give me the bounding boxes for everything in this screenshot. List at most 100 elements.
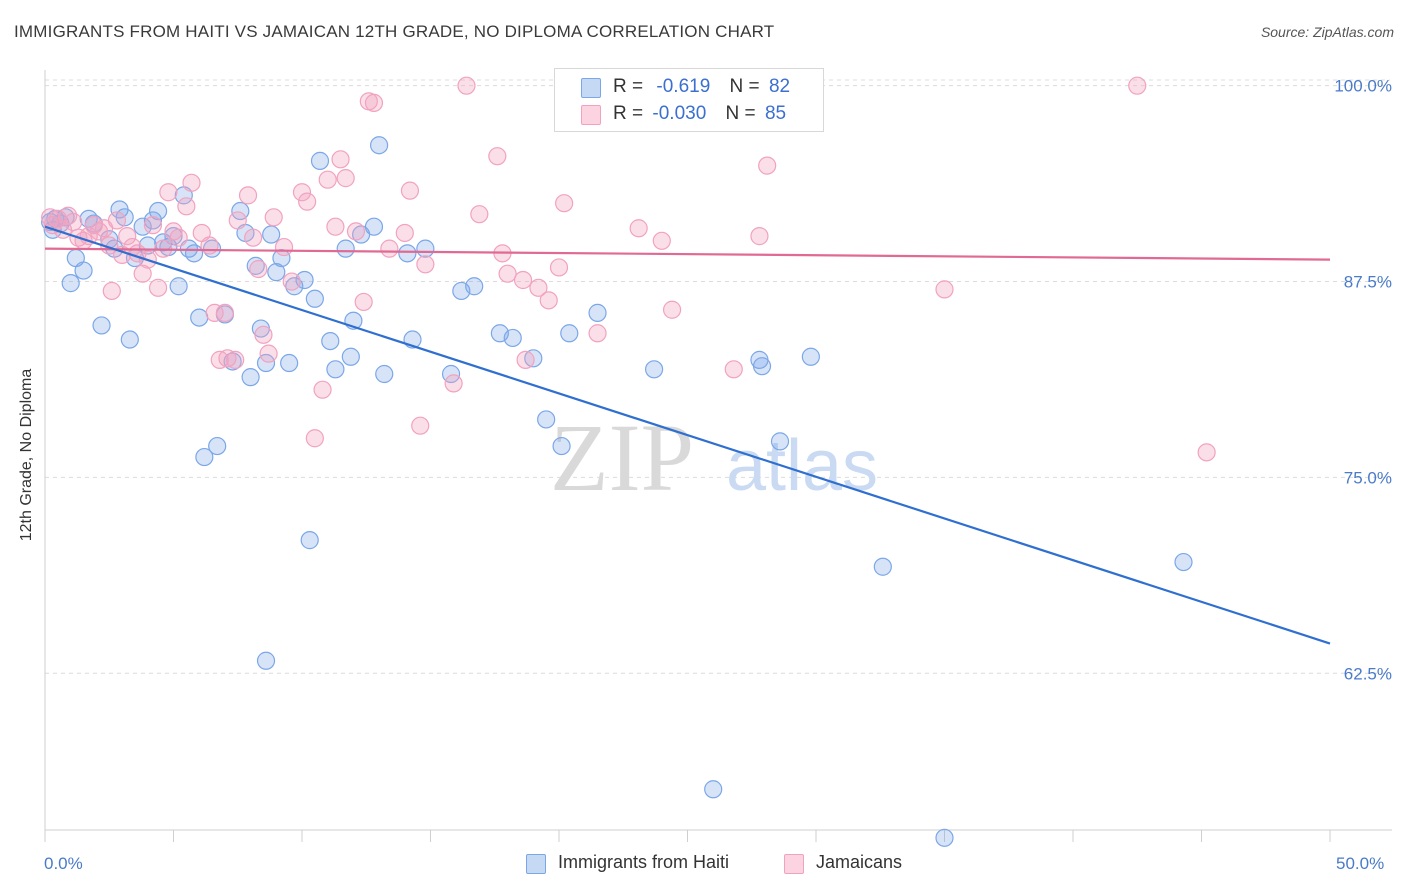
jamaica-point bbox=[169, 228, 188, 247]
source-label: Source: ZipAtlas.com bbox=[1260, 24, 1394, 40]
watermark-zip: ZIP bbox=[550, 404, 694, 511]
jamaica-point bbox=[282, 272, 301, 291]
jamaica-point bbox=[292, 183, 312, 202]
jamaica-point bbox=[254, 325, 273, 344]
jamaica-point bbox=[143, 216, 163, 235]
jamaica-legend-label: Jamaicans bbox=[816, 852, 903, 872]
haiti-point bbox=[267, 263, 286, 282]
jamaica-point bbox=[148, 278, 168, 297]
jamaica-point bbox=[758, 156, 777, 175]
haiti-point bbox=[752, 357, 772, 376]
jamaica-point bbox=[364, 93, 384, 113]
jamaica-point bbox=[750, 227, 769, 246]
jamaica-point bbox=[652, 231, 671, 250]
jamaica-point bbox=[159, 183, 178, 202]
jamaica-points bbox=[41, 76, 1216, 462]
haiti-legend-label: Immigrants from Haiti bbox=[558, 852, 730, 872]
haiti-legend-swatch bbox=[526, 854, 546, 874]
haiti-point bbox=[552, 436, 571, 456]
haiti-point bbox=[465, 277, 484, 296]
trend-lines bbox=[44, 225, 1331, 645]
haiti-point bbox=[588, 303, 607, 322]
haiti-point bbox=[310, 151, 330, 170]
haiti-point bbox=[326, 360, 345, 379]
y-tick-label: 75.0% bbox=[1344, 468, 1392, 487]
haiti-point bbox=[184, 244, 204, 263]
watermark-atlas: atlas bbox=[726, 426, 878, 506]
haiti-point bbox=[256, 651, 276, 670]
jamaica-point bbox=[395, 223, 414, 243]
jamaica-point bbox=[380, 239, 399, 258]
jamaica-point bbox=[555, 194, 574, 213]
jamaica-point bbox=[298, 192, 317, 211]
haiti-point bbox=[272, 248, 291, 268]
haiti-point bbox=[416, 239, 435, 258]
jamaica-point bbox=[313, 380, 332, 399]
haiti-point bbox=[61, 274, 80, 293]
haiti-point bbox=[336, 239, 355, 258]
axes bbox=[44, 70, 1392, 842]
haiti-point bbox=[143, 211, 163, 230]
haiti-point bbox=[364, 217, 384, 236]
jamaica-point bbox=[215, 303, 234, 322]
jamaica-point bbox=[629, 219, 648, 238]
jamaica-point bbox=[444, 374, 463, 393]
watermark: ZIP atlas bbox=[550, 404, 878, 511]
jamaica-point bbox=[228, 211, 247, 230]
jamaica-point bbox=[274, 237, 294, 257]
jamaica-point bbox=[470, 205, 489, 224]
haiti-point bbox=[801, 347, 820, 366]
jamaica-point bbox=[498, 264, 517, 283]
x-tick-label-max: 50.0% bbox=[1336, 854, 1385, 873]
legend-n-value: 85 bbox=[764, 103, 787, 124]
haiti-point bbox=[398, 244, 417, 263]
legend-r-label: R = bbox=[613, 76, 644, 97]
haiti-point bbox=[935, 828, 954, 847]
legend-n-label: N = bbox=[725, 103, 756, 124]
jamaica-point bbox=[177, 197, 196, 216]
haiti-trend-line bbox=[44, 225, 1331, 645]
jamaica-point bbox=[411, 416, 430, 435]
haiti-point bbox=[341, 347, 360, 366]
haiti-point bbox=[305, 289, 324, 308]
haiti-point bbox=[246, 256, 265, 275]
haiti-swatch bbox=[581, 78, 601, 98]
stats-legend: R = -0.619 N = 82 R = -0.030 N = 85 bbox=[554, 68, 824, 132]
haiti-point bbox=[190, 308, 209, 327]
haiti-point bbox=[370, 136, 389, 155]
jamaica-point bbox=[218, 349, 237, 368]
y-tick-labels: 62.5% 75.0% 87.5% 100.0% bbox=[1334, 77, 1392, 684]
jamaica-point bbox=[64, 212, 83, 232]
legend-r-label: R = bbox=[613, 103, 644, 124]
x-tick-label-min: 0.0% bbox=[44, 854, 83, 873]
jamaica-point bbox=[488, 147, 507, 166]
haiti-point bbox=[202, 239, 222, 258]
haiti-point bbox=[92, 316, 111, 335]
jamaica-legend-swatch bbox=[784, 854, 804, 874]
legend-r-value: -0.619 bbox=[656, 76, 711, 97]
jamaica-point bbox=[326, 217, 345, 236]
jamaica-point bbox=[200, 236, 219, 255]
jamaica-point bbox=[264, 208, 283, 227]
jamaica-point bbox=[318, 170, 337, 189]
haiti-point bbox=[280, 353, 299, 373]
jamaica-point bbox=[346, 222, 366, 241]
jamaica-point bbox=[588, 324, 607, 343]
jamaica-point bbox=[935, 280, 954, 299]
haiti-point bbox=[285, 277, 304, 296]
jamaica-point bbox=[210, 350, 229, 369]
haiti-point bbox=[704, 780, 723, 799]
jamaica-point bbox=[244, 228, 263, 247]
haiti-point bbox=[321, 331, 340, 351]
jamaica-point bbox=[336, 169, 355, 188]
haiti-point bbox=[503, 328, 522, 348]
haiti-point bbox=[148, 201, 168, 221]
jamaica-point bbox=[205, 303, 224, 322]
haiti-point bbox=[208, 436, 227, 456]
jamaica-point bbox=[226, 350, 245, 369]
jamaica-point bbox=[305, 429, 324, 448]
jamaica-swatch bbox=[581, 105, 601, 125]
haiti-point bbox=[300, 531, 319, 550]
jamaica-point bbox=[549, 258, 569, 277]
